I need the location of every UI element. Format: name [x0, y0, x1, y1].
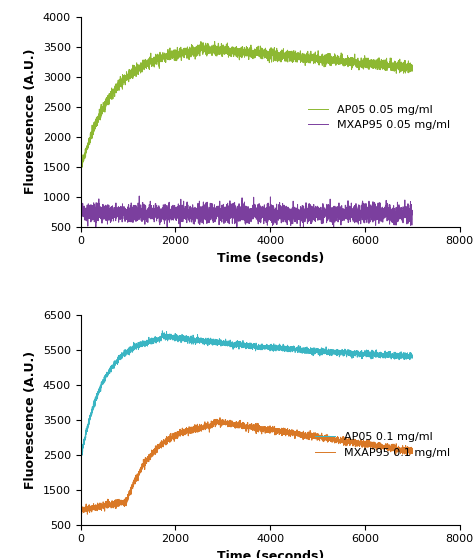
MXAP95 0.1 mg/ml	[236, 424, 241, 431]
MXAP95 0.05 mg/ml	[217, 209, 223, 216]
MXAP95 0.05 mg/ml	[137, 193, 142, 199]
Legend: AP05 0.1 mg/ml, MXAP95 0.1 mg/ml: AP05 0.1 mg/ml, MXAP95 0.1 mg/ml	[310, 427, 454, 462]
MXAP95 0.1 mg/ml	[84, 511, 90, 517]
AP05 0.05 mg/ml	[78, 165, 83, 172]
MXAP95 0.1 mg/ml	[217, 418, 223, 425]
AP05 0.1 mg/ml	[78, 461, 83, 468]
MXAP95 0.1 mg/ml	[400, 445, 405, 452]
MXAP95 0.1 mg/ml	[78, 506, 83, 513]
MXAP95 0.1 mg/ml	[410, 448, 415, 455]
MXAP95 0.1 mg/ml	[383, 440, 389, 447]
MXAP95 0.05 mg/ml	[78, 208, 83, 214]
Line: AP05 0.1 mg/ml: AP05 0.1 mg/ml	[81, 331, 412, 464]
X-axis label: Time (seconds): Time (seconds)	[217, 550, 324, 558]
AP05 0.05 mg/ml	[410, 68, 415, 74]
MXAP95 0.1 mg/ml	[319, 433, 325, 440]
AP05 0.05 mg/ml	[236, 46, 241, 53]
AP05 0.05 mg/ml	[383, 62, 389, 69]
AP05 0.1 mg/ml	[410, 352, 415, 358]
AP05 0.05 mg/ml	[78, 170, 84, 177]
AP05 0.05 mg/ml	[212, 38, 218, 45]
AP05 0.1 mg/ml	[383, 350, 389, 357]
AP05 0.05 mg/ml	[217, 48, 223, 55]
AP05 0.1 mg/ml	[236, 342, 241, 349]
AP05 0.05 mg/ml	[319, 56, 325, 62]
Y-axis label: Fluorescence (A.U.): Fluorescence (A.U.)	[24, 350, 37, 489]
MXAP95 0.05 mg/ml	[319, 218, 325, 225]
MXAP95 0.1 mg/ml	[220, 418, 226, 425]
X-axis label: Time (seconds): Time (seconds)	[217, 252, 324, 265]
AP05 0.05 mg/ml	[220, 50, 226, 56]
AP05 0.1 mg/ml	[217, 340, 223, 347]
Line: MXAP95 0.05 mg/ml: MXAP95 0.05 mg/ml	[81, 196, 412, 228]
AP05 0.1 mg/ml	[400, 351, 405, 358]
AP05 0.1 mg/ml	[220, 338, 226, 345]
MXAP95 0.05 mg/ml	[236, 216, 241, 223]
MXAP95 0.05 mg/ml	[400, 208, 405, 214]
Line: AP05 0.05 mg/ml: AP05 0.05 mg/ml	[81, 41, 412, 174]
Y-axis label: Fluorescencce (A.U.): Fluorescencce (A.U.)	[24, 49, 37, 194]
Line: MXAP95 0.1 mg/ml: MXAP95 0.1 mg/ml	[81, 418, 412, 514]
MXAP95 0.05 mg/ml	[383, 213, 389, 219]
AP05 0.1 mg/ml	[78, 455, 83, 462]
Legend: AP05 0.05 mg/ml, MXAP95 0.05 mg/ml: AP05 0.05 mg/ml, MXAP95 0.05 mg/ml	[303, 100, 454, 134]
AP05 0.05 mg/ml	[400, 67, 405, 74]
MXAP95 0.05 mg/ml	[410, 208, 415, 215]
MXAP95 0.05 mg/ml	[331, 225, 337, 232]
AP05 0.1 mg/ml	[319, 347, 325, 353]
AP05 0.1 mg/ml	[160, 328, 165, 334]
MXAP95 0.1 mg/ml	[217, 415, 223, 421]
MXAP95 0.05 mg/ml	[220, 206, 226, 213]
